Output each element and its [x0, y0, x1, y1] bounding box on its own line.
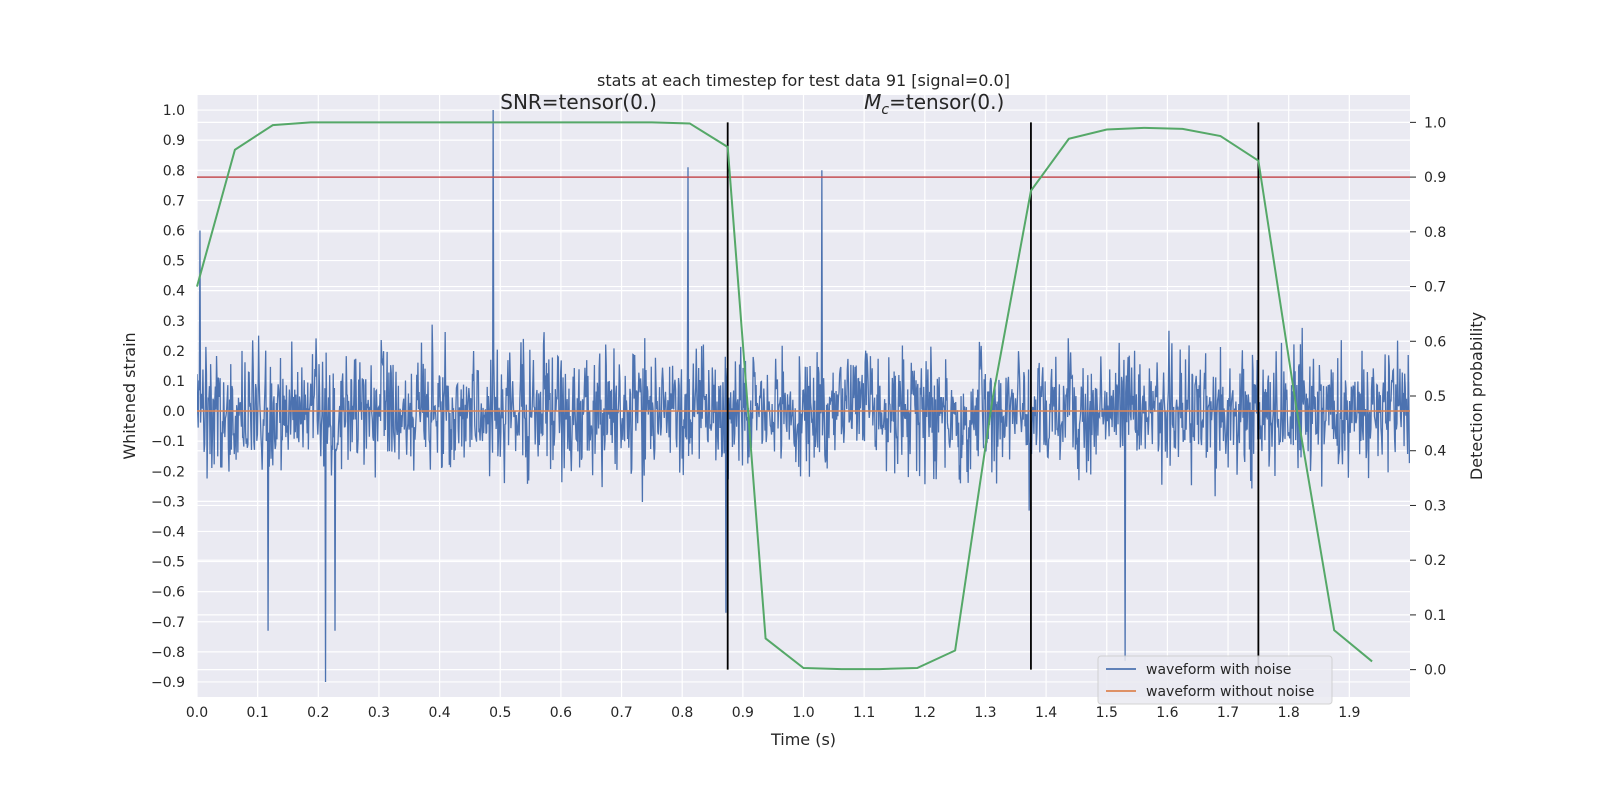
series-waveform-with-noise	[197, 110, 1410, 682]
y-left-tick-label: −0.2	[151, 464, 185, 480]
y-left-tick-label: 0.3	[163, 314, 185, 330]
y-left-tick-label: −0.7	[151, 615, 185, 631]
y-left-tick-label: 1.0	[163, 103, 185, 119]
y-right-tick-label: 0.9	[1424, 170, 1446, 186]
y-right-tick-label: 0.4	[1424, 444, 1446, 460]
legend-label: waveform with noise	[1146, 662, 1291, 678]
x-axis-label: Time (s)	[770, 730, 836, 749]
y-left-tick-label: 0.8	[163, 163, 185, 179]
annotation-chirp-mass: Mc=tensor(0.)	[864, 90, 1004, 118]
legend-box	[1097, 655, 1333, 705]
x-tick-label: 0.4	[428, 705, 450, 721]
y-left-tick-label: −0.6	[151, 585, 185, 601]
x-tick-label: 0.9	[732, 705, 754, 721]
annotation-chirp-mass-subscript: c	[881, 102, 889, 118]
x-tick-label: 1.2	[914, 705, 936, 721]
annotation-chirp-mass-symbol: M	[864, 90, 881, 114]
y-left-tick-label: 0.1	[163, 374, 185, 390]
x-tick-label: 0.0	[186, 705, 208, 721]
x-tick-label: 1.3	[974, 705, 996, 721]
series-detection-probability	[196, 121, 1373, 671]
x-tick-label: 1.9	[1338, 705, 1360, 721]
legend: waveform with noise waveform without nois…	[1097, 655, 1333, 705]
annotation-snr: SNR=tensor(0.)	[500, 90, 657, 114]
x-tick-label: 1.6	[1156, 705, 1178, 721]
y-left-tick-label: −0.4	[151, 524, 185, 540]
legend-label: waveform without noise	[1146, 684, 1314, 700]
y-left-tick-label: 0.0	[163, 404, 185, 420]
y-right-tick-label: 0.3	[1424, 498, 1446, 514]
x-tick-label: 1.0	[792, 705, 814, 721]
y-right-tick-label: 0.7	[1424, 280, 1446, 296]
y-left-tick-label: −0.1	[151, 434, 185, 450]
y-left-tick-label: 0.7	[163, 193, 185, 209]
y-left-tick-label: −0.5	[151, 555, 185, 571]
y-left-tick-label: −0.9	[151, 675, 185, 691]
y-right-tick-label: 0.5	[1424, 389, 1446, 405]
y-right-tick-label: 0.8	[1424, 225, 1446, 241]
y-axis-label-right: Detection probability	[1467, 312, 1486, 480]
x-tick-label: 1.1	[853, 705, 875, 721]
y-left-tick-label: −0.3	[151, 494, 185, 510]
x-tick-label: 1.4	[1035, 705, 1057, 721]
overlay-layer	[196, 121, 1410, 671]
y-right-tick-label: 0.1	[1424, 608, 1446, 624]
x-tick-label: 0.6	[550, 705, 572, 721]
y-right-tick-label: 0.2	[1424, 553, 1446, 569]
y-left-tick-label: 0.5	[163, 254, 185, 270]
y-left-tick-label: 0.2	[163, 344, 185, 360]
x-tick-label: 1.8	[1278, 705, 1300, 721]
y-left-tick-label: −0.8	[151, 645, 185, 661]
annotation-chirp-mass-value: =tensor(0.)	[889, 90, 1004, 114]
x-tick-label: 0.5	[489, 705, 511, 721]
x-tick-label: 0.8	[671, 705, 693, 721]
x-tick-label: 0.3	[368, 705, 390, 721]
series-layer	[197, 110, 1410, 682]
y-axis-label-left: Whitened strain	[120, 332, 139, 459]
axes-layer: 0.0 0.1 0.2 0.3 0.4 0.5 0.6 0.7 0.8 0.9 1.0 1.1 1.2 1…	[151, 103, 1446, 721]
y-left-tick-label: 0.4	[163, 284, 185, 300]
x-tick-label: 1.5	[1096, 705, 1118, 721]
x-tick-label: 0.1	[247, 705, 269, 721]
y-right-tick-label: 0.0	[1424, 663, 1446, 679]
x-tick-label: 0.7	[610, 705, 632, 721]
y-right-tick-label: 1.0	[1424, 115, 1446, 131]
x-tick-label: 0.2	[307, 705, 329, 721]
y-left-tick-label: 0.6	[163, 223, 185, 239]
x-tick-label: 1.7	[1217, 705, 1239, 721]
y-right-tick-label: 0.6	[1424, 334, 1446, 350]
y-left-tick-label: 0.9	[163, 133, 185, 149]
chart-title: stats at each timestep for test data 91 …	[597, 71, 1010, 90]
